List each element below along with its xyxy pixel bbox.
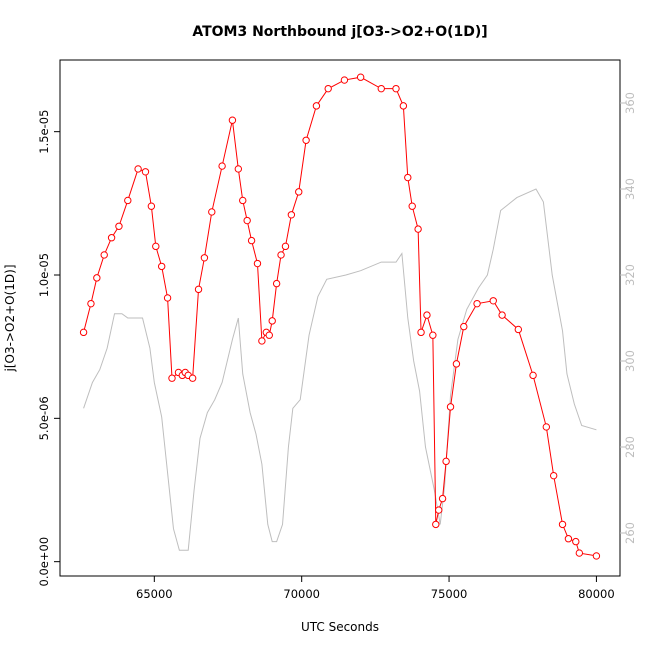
y-right-tick-label: 280 bbox=[623, 436, 637, 458]
data-point bbox=[239, 196, 247, 205]
data-point bbox=[157, 262, 166, 271]
y-tick-label: 0.0e+00 bbox=[37, 537, 51, 587]
data-point bbox=[529, 371, 537, 380]
data-point bbox=[572, 537, 580, 546]
y-right-tick-label: 300 bbox=[623, 350, 637, 372]
data-point bbox=[489, 297, 497, 305]
data-point bbox=[200, 254, 209, 262]
data-point bbox=[549, 471, 558, 480]
data-point bbox=[542, 423, 551, 431]
y-right-tick-label: 360 bbox=[623, 92, 637, 114]
data-point bbox=[442, 457, 450, 466]
data-point bbox=[592, 552, 601, 560]
x-tick-label: 75000 bbox=[431, 587, 468, 601]
data-point bbox=[163, 294, 172, 302]
data-point bbox=[115, 222, 123, 230]
plot-frame bbox=[59, 59, 621, 577]
data-point bbox=[408, 202, 416, 210]
data-point bbox=[392, 84, 400, 93]
data-point bbox=[399, 102, 408, 110]
data-point bbox=[147, 202, 156, 210]
data-point bbox=[107, 234, 116, 242]
data-point bbox=[234, 165, 243, 173]
y-right-tick-label: 320 bbox=[623, 264, 637, 286]
data-point bbox=[438, 494, 447, 503]
series-right-line bbox=[83, 188, 597, 551]
data-point bbox=[134, 165, 142, 173]
data-point bbox=[340, 76, 349, 84]
x-axis: 65000 70000 75000 80000 bbox=[136, 576, 615, 601]
data-point bbox=[188, 374, 197, 382]
y-axis-right: 260 280 300 320 340 360 bbox=[620, 92, 637, 544]
data-point bbox=[87, 299, 95, 308]
data-point bbox=[168, 374, 176, 382]
data-point bbox=[295, 188, 303, 196]
y-axis-left: 0.0e+00 5.0e-06 1.0e-05 1.5e-05 bbox=[37, 110, 60, 587]
data-point bbox=[514, 325, 523, 334]
data-point bbox=[498, 311, 506, 319]
x-tick-label: 65000 bbox=[136, 587, 173, 601]
data-point bbox=[435, 506, 443, 514]
data-point bbox=[208, 208, 216, 216]
data-point bbox=[194, 285, 203, 294]
data-point bbox=[79, 328, 88, 337]
data-point bbox=[377, 84, 385, 93]
data-point bbox=[404, 173, 412, 182]
data-point bbox=[265, 331, 273, 339]
data-point bbox=[432, 520, 440, 529]
data-point bbox=[356, 73, 365, 81]
data-point bbox=[277, 251, 285, 259]
chart-title: ATOM3 Northbound j[O3->O2+O(1D)] bbox=[192, 24, 487, 40]
data-point bbox=[423, 311, 431, 319]
data-point bbox=[460, 322, 468, 331]
data-point bbox=[558, 520, 567, 529]
series-layer bbox=[79, 73, 601, 560]
data-point bbox=[247, 236, 256, 245]
x-tick-label: 80000 bbox=[578, 587, 615, 601]
data-point bbox=[324, 84, 332, 93]
data-point bbox=[228, 116, 237, 124]
data-point bbox=[446, 403, 455, 411]
data-point bbox=[141, 168, 150, 176]
y-tick-label: 1.5e-05 bbox=[37, 110, 51, 154]
data-point bbox=[93, 274, 101, 282]
data-point bbox=[287, 211, 296, 219]
y-tick-label: 5.0e-06 bbox=[37, 396, 51, 440]
data-point bbox=[414, 225, 422, 233]
x-axis-label: UTC Seconds bbox=[301, 620, 379, 634]
data-point bbox=[417, 328, 425, 337]
data-point bbox=[473, 299, 481, 308]
x-tick-label: 70000 bbox=[283, 587, 320, 601]
y-right-tick-label: 260 bbox=[623, 522, 637, 544]
data-point bbox=[243, 216, 251, 225]
data-point bbox=[281, 242, 290, 251]
data-point bbox=[302, 136, 310, 144]
data-point bbox=[312, 102, 321, 110]
data-point bbox=[575, 549, 584, 557]
y-tick-label: 1.0e-05 bbox=[37, 253, 51, 297]
data-point bbox=[218, 162, 226, 170]
y-axis-label: j[O3->O2+O(1D)] bbox=[3, 265, 17, 373]
data-point bbox=[258, 337, 266, 345]
data-point bbox=[124, 196, 132, 205]
data-point bbox=[452, 360, 461, 368]
data-point bbox=[272, 279, 281, 288]
y-right-tick-label: 340 bbox=[623, 178, 637, 200]
data-point bbox=[268, 317, 276, 325]
data-point bbox=[429, 331, 437, 339]
data-point bbox=[100, 251, 108, 259]
data-point bbox=[564, 535, 573, 543]
data-point bbox=[253, 259, 262, 268]
data-point bbox=[152, 242, 160, 251]
